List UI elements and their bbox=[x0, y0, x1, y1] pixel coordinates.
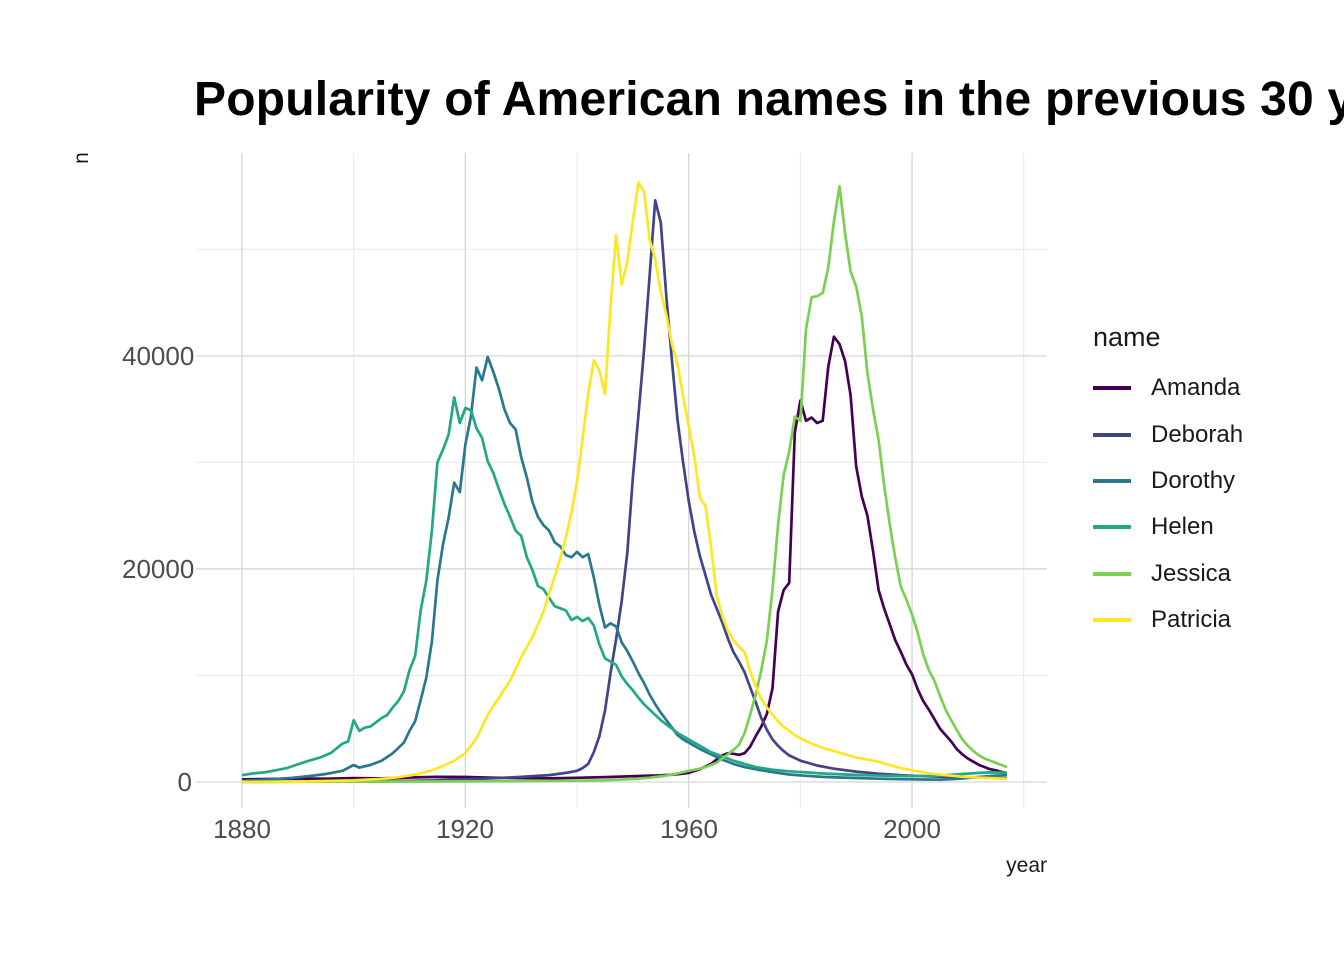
series-line-deborah bbox=[241, 198, 1008, 784]
legend-item-deborah: Deborah bbox=[1093, 411, 1243, 457]
series-line-helen bbox=[241, 396, 1008, 778]
legend-item-label: Jessica bbox=[1151, 559, 1232, 587]
legend-item-dorothy: Dorothy bbox=[1093, 458, 1243, 504]
legend: name Amanda Deborah Dorothy Helen Jessic… bbox=[1093, 322, 1243, 643]
legend-line-swatch bbox=[1093, 478, 1131, 483]
legend-item-label: Patricia bbox=[1151, 606, 1232, 634]
y-tick-label-40000: 40000 bbox=[122, 341, 195, 371]
series-line-amanda bbox=[241, 335, 1008, 781]
legend-item-helen: Helen bbox=[1093, 504, 1243, 550]
legend-item-label: Helen bbox=[1151, 513, 1214, 541]
legend-item-patricia: Patricia bbox=[1093, 597, 1243, 643]
y-axis-title: n bbox=[69, 152, 93, 164]
legend-line-swatch bbox=[1093, 432, 1131, 437]
x-tick-label-2000: 2000 bbox=[883, 814, 941, 844]
y-tick-label-0: 0 bbox=[177, 767, 192, 797]
legend-item-amanda: Amanda bbox=[1093, 365, 1243, 411]
legend-line-swatch bbox=[1093, 618, 1131, 623]
x-axis-title: year bbox=[1006, 854, 1047, 877]
x-tick-label-1880: 1880 bbox=[213, 814, 271, 844]
y-tick-label-20000: 20000 bbox=[122, 554, 195, 584]
legend-item-label: Amanda bbox=[1151, 374, 1241, 402]
legend-item-label: Dorothy bbox=[1151, 466, 1236, 494]
legend-line-swatch bbox=[1093, 571, 1131, 576]
series-line-jessica bbox=[241, 185, 1008, 784]
chart-title: Popularity of American names in the prev… bbox=[194, 73, 1344, 126]
x-tick-label-1920: 1920 bbox=[436, 814, 494, 844]
series-line-patricia bbox=[241, 180, 1008, 784]
legend-title: name bbox=[1093, 322, 1161, 352]
legend-item-label: Deborah bbox=[1151, 420, 1244, 448]
series-line-dorothy bbox=[241, 355, 1008, 783]
legend-item-jessica: Jessica bbox=[1093, 551, 1243, 597]
legend-line-swatch bbox=[1093, 525, 1131, 530]
x-tick-label-1960: 1960 bbox=[660, 814, 718, 844]
legend-line-swatch bbox=[1093, 386, 1131, 391]
